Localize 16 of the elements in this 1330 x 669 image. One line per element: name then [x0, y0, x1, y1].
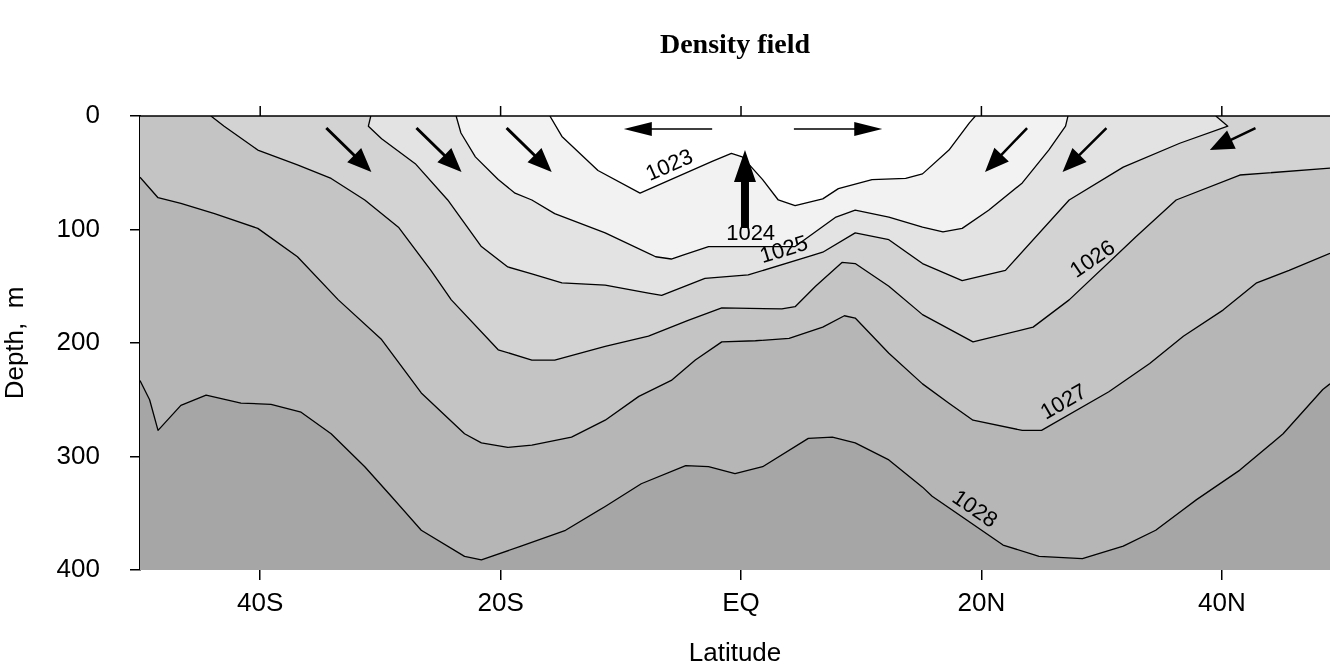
- y-axis-title: Depth, m: [0, 286, 29, 400]
- y-tick-label: 400: [56, 553, 100, 584]
- y-tick-label: 0: [85, 99, 100, 130]
- legend-label: 1023: [641, 143, 697, 186]
- y-tick-label: 100: [56, 212, 100, 243]
- y-tick-label: 300: [56, 439, 100, 470]
- y-tick-label: 200: [56, 326, 100, 357]
- x-tick-label: 40N: [1197, 586, 1246, 617]
- x-tick-label: 20N: [957, 586, 1006, 617]
- x-tick-label: EQ: [722, 586, 760, 617]
- x-tick-label: 20S: [477, 586, 524, 617]
- chart-title: Density field: [659, 28, 811, 60]
- series-label: 1027: [1035, 378, 1091, 425]
- x-tick-label: 40S: [237, 586, 284, 617]
- x-axis-title: Latitude: [688, 636, 782, 667]
- series-label: 1028: [947, 484, 1003, 533]
